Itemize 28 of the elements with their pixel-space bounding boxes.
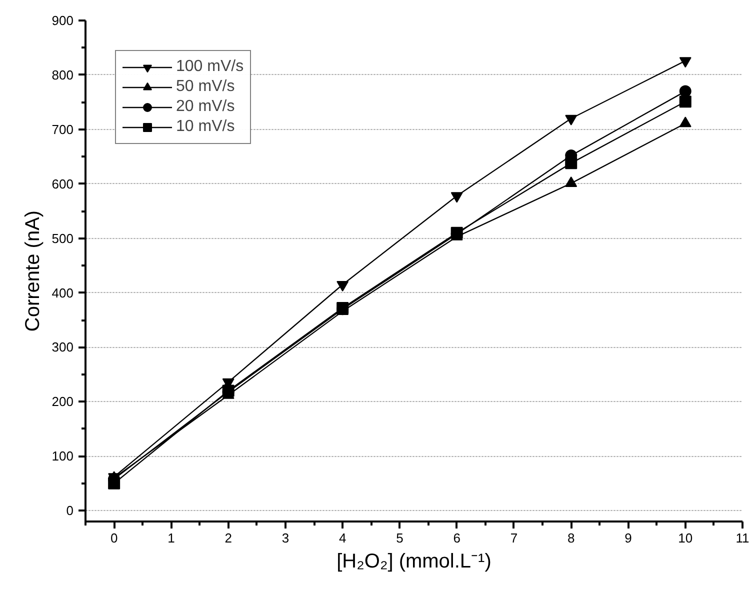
x-tick-label: 0	[110, 530, 118, 546]
legend-label: 50 mV/s	[176, 78, 235, 96]
y-axis-title: Corrente (nA)	[22, 210, 44, 332]
y-tick-label: 800	[52, 67, 74, 82]
legend-label: 10 mV/s	[176, 118, 235, 136]
x-tick-label: 10	[678, 530, 693, 546]
y-tick-label: 200	[52, 394, 74, 410]
x-tick-label: 11	[736, 530, 750, 546]
y-tick-label: 400	[52, 285, 74, 300]
x-tick-label: 5	[396, 530, 404, 546]
legend-label: 100 mV/s	[176, 58, 244, 76]
x-tick-label: 9	[624, 530, 632, 546]
y-tick-label: 700	[52, 122, 74, 137]
x-axis-title: [H₂O₂] (mmol.L⁻¹)	[336, 550, 492, 572]
legend-label: 20 mV/s	[176, 98, 235, 116]
y-tick-label: 100	[52, 448, 74, 464]
y-tick-label: 900	[52, 13, 74, 28]
x-tick-label: 8	[567, 530, 575, 546]
y-tick-label: 600	[52, 176, 74, 192]
y-tick-label: 300	[52, 340, 74, 355]
x-tick-label: 3	[282, 530, 290, 546]
x-tick-label: 6	[453, 530, 460, 546]
x-tick-label: 4	[338, 530, 346, 546]
x-tick-label: 2	[224, 530, 232, 546]
x-tick-label: 1	[168, 530, 175, 546]
y-tick-label: 500	[52, 230, 74, 246]
y-tick-label: 0	[66, 503, 74, 518]
x-tick-label: 7	[510, 530, 518, 546]
